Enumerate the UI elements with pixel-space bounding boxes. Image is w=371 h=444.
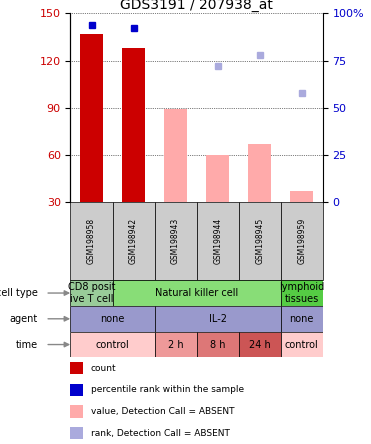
Bar — [70, 280, 112, 306]
Bar — [197, 332, 239, 357]
Bar — [70, 405, 83, 418]
Text: percentile rank within the sample: percentile rank within the sample — [91, 385, 244, 394]
Bar — [239, 332, 281, 357]
Bar — [239, 202, 281, 280]
Text: lymphoid
tissues: lymphoid tissues — [279, 282, 324, 304]
Bar — [281, 202, 323, 280]
Bar — [112, 202, 155, 280]
Bar — [70, 202, 112, 280]
Bar — [206, 155, 229, 202]
Text: count: count — [91, 364, 116, 373]
Text: none: none — [289, 314, 314, 324]
Text: GSM198945: GSM198945 — [255, 218, 264, 265]
Title: GDS3191 / 207938_at: GDS3191 / 207938_at — [120, 0, 273, 12]
Text: 2 h: 2 h — [168, 340, 183, 349]
Text: CD8 posit
ive T cell: CD8 posit ive T cell — [68, 282, 115, 304]
Text: rank, Detection Call = ABSENT: rank, Detection Call = ABSENT — [91, 428, 230, 438]
Bar — [70, 384, 83, 396]
Text: GSM198943: GSM198943 — [171, 218, 180, 265]
Text: 24 h: 24 h — [249, 340, 270, 349]
Text: value, Detection Call = ABSENT: value, Detection Call = ABSENT — [91, 407, 234, 416]
Bar — [70, 332, 155, 357]
Text: Natural killer cell: Natural killer cell — [155, 288, 238, 298]
Text: time: time — [16, 340, 38, 349]
Bar — [155, 202, 197, 280]
Bar — [197, 202, 239, 280]
Text: GSM198958: GSM198958 — [87, 218, 96, 264]
Text: agent: agent — [9, 314, 38, 324]
Text: control: control — [96, 340, 129, 349]
Text: none: none — [100, 314, 125, 324]
Bar — [70, 427, 83, 439]
Text: GSM198959: GSM198959 — [297, 218, 306, 265]
Bar — [290, 191, 313, 202]
Bar — [122, 48, 145, 202]
Bar — [281, 332, 323, 357]
Bar — [281, 306, 323, 332]
Text: control: control — [285, 340, 319, 349]
Text: cell type: cell type — [0, 288, 38, 298]
Bar — [112, 280, 281, 306]
Text: 8 h: 8 h — [210, 340, 226, 349]
Text: GSM198944: GSM198944 — [213, 218, 222, 265]
Bar — [155, 332, 197, 357]
Bar — [248, 144, 271, 202]
Bar — [155, 306, 281, 332]
Text: IL-2: IL-2 — [209, 314, 227, 324]
Bar — [281, 280, 323, 306]
Bar — [70, 362, 83, 374]
Bar — [70, 306, 155, 332]
Bar — [80, 34, 103, 202]
Bar — [164, 110, 187, 202]
Text: GSM198942: GSM198942 — [129, 218, 138, 264]
